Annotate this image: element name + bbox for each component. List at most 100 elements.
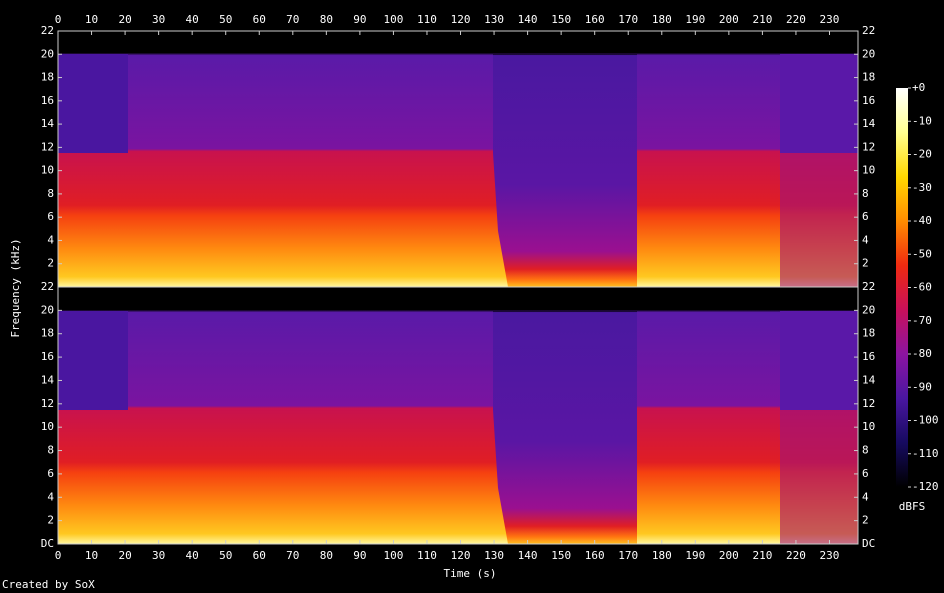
- y-tick-label: 16: [41, 350, 54, 363]
- y-tick-label: 14: [41, 117, 55, 130]
- x-tick-label: 110: [417, 13, 437, 26]
- x-tick-label: 30: [152, 13, 165, 26]
- colorbar-tick-label: -20: [912, 148, 932, 161]
- x-tick-label: 40: [186, 549, 199, 562]
- colorbar-label: dBFS: [899, 500, 926, 513]
- y-tick-label: 22: [862, 280, 875, 293]
- colorbar-tick-label: -60: [912, 281, 932, 294]
- y-tick-label: 12: [862, 397, 875, 410]
- y-tick-label: 10: [862, 420, 875, 433]
- y-tick-label: DC: [862, 537, 875, 550]
- colorbar-tick-label: -70: [912, 314, 932, 327]
- y-tick-label: 14: [862, 117, 876, 130]
- colorbar-tick-label: -30: [912, 181, 932, 194]
- colorbar: [896, 88, 908, 487]
- x-tick-label: 70: [286, 549, 299, 562]
- x-tick-label: 230: [820, 549, 840, 562]
- x-axis-label: Time (s): [444, 567, 497, 580]
- x-tick-label: 160: [585, 13, 605, 26]
- y-tick-label: 8: [862, 187, 869, 200]
- y-tick-label: 2: [47, 514, 54, 527]
- footer: Created by SoX: [2, 578, 95, 591]
- x-tick-label: 150: [551, 13, 571, 26]
- x-tick-label: 100: [383, 13, 403, 26]
- y-tick-label: 20: [41, 47, 54, 60]
- y-tick-label: 6: [862, 467, 869, 480]
- x-tick-label: 100: [383, 549, 403, 562]
- y-tick-label: 22: [862, 24, 875, 37]
- colorbar-tick-label: -40: [912, 214, 932, 227]
- x-tick-label: 120: [451, 13, 471, 26]
- x-tick-label: 10: [85, 549, 98, 562]
- x-tick-label: 80: [320, 549, 333, 562]
- x-tick-label: 120: [451, 549, 471, 562]
- y-tick-label: 12: [41, 140, 54, 153]
- x-tick-label: 180: [652, 549, 672, 562]
- y-tick-label: 14: [41, 373, 55, 386]
- colorbar-tick-label: -80: [912, 347, 932, 360]
- y-tick-label: 10: [41, 164, 54, 177]
- x-tick-label: 50: [219, 549, 232, 562]
- x-tick-label: 160: [585, 549, 605, 562]
- y-tick-label: 16: [862, 350, 875, 363]
- x-tick-label: 90: [353, 13, 366, 26]
- y-tick-label: 12: [862, 140, 875, 153]
- x-tick-label: 0: [55, 549, 62, 562]
- colorbar-tick-label: -10: [912, 114, 932, 127]
- x-tick-label: 80: [320, 13, 333, 26]
- x-tick-label: 10: [85, 13, 98, 26]
- x-tick-label: 60: [253, 549, 266, 562]
- colorbar-tick-label: -110: [912, 447, 939, 460]
- x-tick-label: 90: [353, 549, 366, 562]
- x-tick-label: 180: [652, 13, 672, 26]
- y-tick-label: 4: [862, 490, 869, 503]
- x-tick-label: 140: [518, 13, 538, 26]
- x-tick-label: 140: [518, 549, 538, 562]
- x-tick-label: 130: [484, 13, 504, 26]
- y-tick-label: 14: [862, 373, 876, 386]
- y-tick-label: 18: [41, 327, 54, 340]
- y-tick-label: 4: [47, 490, 54, 503]
- y-tick-label: 16: [41, 94, 54, 107]
- x-tick-label: 200: [719, 13, 739, 26]
- colorbar-tick-label: -120: [912, 480, 939, 493]
- y-tick-label: 20: [41, 303, 54, 316]
- y-tick-label: 16: [862, 94, 875, 107]
- y-tick-label: 10: [862, 164, 875, 177]
- x-tick-label: 220: [786, 13, 806, 26]
- x-tick-label: 110: [417, 549, 437, 562]
- colorbar-tick-label: -100: [912, 414, 939, 427]
- x-tick-label: 70: [286, 13, 299, 26]
- y-tick-label: 8: [47, 444, 54, 457]
- x-tick-label: 210: [752, 549, 772, 562]
- y-tick-label: 6: [862, 210, 869, 223]
- y-tick-label: 20: [862, 303, 875, 316]
- x-tick-label: 220: [786, 549, 806, 562]
- y-tick-label: 4: [862, 233, 869, 246]
- x-tick-label: 170: [618, 549, 638, 562]
- y-tick-label: 20: [862, 47, 875, 60]
- y-tick-label: 18: [862, 327, 875, 340]
- y-axis-label: Frequency (kHz): [9, 238, 22, 337]
- x-tick-label: 200: [719, 549, 739, 562]
- y-tick-label: 2: [862, 257, 869, 270]
- colorbar-tick-label: -90: [912, 380, 932, 393]
- x-tick-label: 30: [152, 549, 165, 562]
- y-tick-label: 6: [47, 467, 54, 480]
- y-tick-label: DC: [41, 537, 54, 550]
- x-tick-label: 0: [55, 13, 62, 26]
- y-tick-label: 22: [41, 24, 54, 37]
- y-tick-label: 22: [41, 280, 54, 293]
- y-tick-label: 18: [41, 71, 54, 84]
- x-tick-label: 40: [186, 13, 199, 26]
- x-tick-label: 190: [685, 13, 705, 26]
- x-tick-label: 150: [551, 549, 571, 562]
- y-tick-label: 4: [47, 233, 54, 246]
- x-tick-label: 190: [685, 549, 705, 562]
- y-tick-label: 2: [862, 514, 869, 527]
- x-tick-label: 170: [618, 13, 638, 26]
- x-tick-label: 20: [118, 549, 131, 562]
- y-tick-label: 8: [862, 444, 869, 457]
- x-tick-label: 230: [820, 13, 840, 26]
